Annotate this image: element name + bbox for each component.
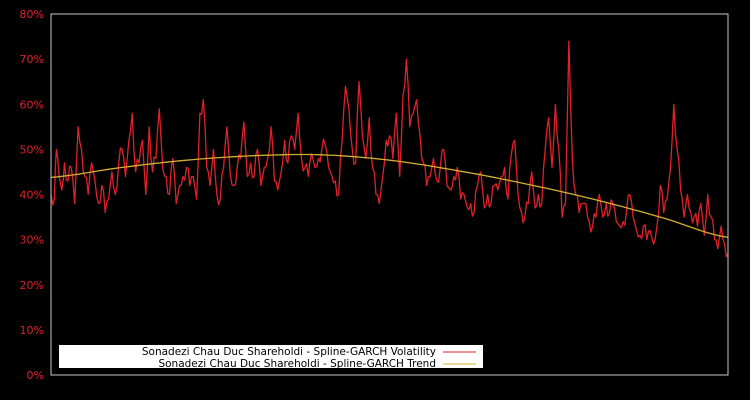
y-tick-label: 70% <box>20 53 44 66</box>
series-layer <box>50 40 729 258</box>
legend-label-volatility: Sonadezi Chau Duc Shareholdi - Spline-GA… <box>142 346 436 358</box>
y-tick-label: 10% <box>20 324 44 337</box>
y-tick-label: 0% <box>27 369 44 382</box>
y-tick-label: 50% <box>20 143 44 156</box>
y-tick-label: 20% <box>20 279 44 292</box>
legend-label-trend: Sonadezi Chau Duc Shareholdi - Spline-GA… <box>158 358 436 370</box>
plot-frame <box>50 13 729 376</box>
y-axis: 0% 10% 20% 30% 40% 50% 60% 70% 80% <box>20 8 44 382</box>
legend-box <box>59 345 483 368</box>
y-tick-label: 60% <box>20 98 44 111</box>
legend: Sonadezi Chau Duc Shareholdi - Spline-GA… <box>59 345 483 370</box>
trend-line <box>50 153 729 239</box>
y-tick-label: 30% <box>20 234 44 247</box>
volatility-line <box>50 40 729 258</box>
y-tick-label: 40% <box>20 189 44 202</box>
y-tick-label: 80% <box>20 8 44 21</box>
